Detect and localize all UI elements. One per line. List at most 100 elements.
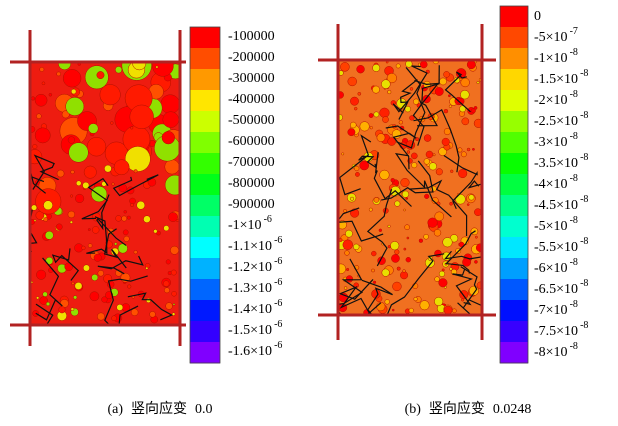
- crack: [339, 207, 384, 242]
- colorbar-band: [190, 321, 220, 343]
- particle: [170, 245, 179, 255]
- particle: [461, 117, 470, 126]
- particle: [67, 210, 76, 219]
- particle: [339, 238, 343, 242]
- crack: [396, 67, 426, 149]
- colorbar-label: -400000: [228, 92, 275, 107]
- particle: [75, 180, 82, 187]
- particle: [41, 81, 46, 86]
- particle: [143, 215, 151, 223]
- crack: [96, 194, 127, 246]
- label-base: -8×10: [534, 345, 568, 360]
- particle: [91, 226, 100, 234]
- particle: [87, 228, 91, 232]
- particle: [122, 229, 129, 236]
- label-exponent: -8: [570, 131, 578, 142]
- particle: [460, 77, 470, 88]
- particle: [168, 212, 178, 222]
- particle: [68, 142, 89, 163]
- crack: [51, 248, 80, 281]
- colorbar-label: -1.2×10 -6: [228, 256, 282, 275]
- particle: [459, 105, 467, 113]
- particle: [82, 264, 90, 272]
- particle: [400, 177, 410, 188]
- particle: [398, 120, 403, 125]
- label-base: -6.5×10: [534, 282, 578, 297]
- colorbar-band: [190, 69, 220, 91]
- particle: [163, 225, 170, 232]
- particle: [33, 219, 37, 222]
- particle: [427, 217, 438, 228]
- particle: [99, 84, 121, 106]
- crack: [445, 230, 476, 274]
- label-exponent: -6: [274, 319, 282, 330]
- particle: [378, 228, 383, 232]
- colorbar-label: -200000: [228, 50, 275, 65]
- particle: [434, 276, 440, 282]
- particle: [71, 281, 75, 286]
- label-exponent: -8: [580, 278, 588, 289]
- particle: [36, 296, 40, 300]
- particle: [56, 71, 61, 77]
- particle: [345, 229, 353, 238]
- colorbar-band: [500, 342, 528, 364]
- label-base: -4.5×10: [534, 198, 578, 213]
- particle: [405, 61, 413, 68]
- particle: [387, 245, 391, 249]
- particle: [162, 280, 170, 287]
- particle: [136, 200, 146, 210]
- particle: [130, 126, 134, 130]
- label-exponent: -6: [264, 214, 272, 225]
- label-exponent: -6: [274, 277, 282, 288]
- particle: [458, 241, 465, 248]
- label-base: -1.1×10: [228, 239, 272, 254]
- colorbar-band: [190, 174, 220, 196]
- colorbar-label: -8×10 -8: [534, 341, 578, 360]
- crack: [361, 279, 393, 314]
- crack: [35, 257, 63, 321]
- colorbar-label: -1.5×10 -6: [228, 319, 282, 338]
- particle: [433, 229, 442, 237]
- crack: [366, 188, 393, 267]
- label-exponent: -8: [580, 320, 588, 331]
- colorbar-label: -900000: [228, 197, 275, 212]
- particle: [405, 197, 408, 200]
- colorbar-band: [500, 279, 528, 301]
- particle: [406, 236, 410, 240]
- particle: [403, 208, 406, 212]
- particle: [373, 197, 380, 203]
- particle: [44, 230, 54, 240]
- particle: [401, 190, 410, 198]
- crack: [97, 255, 144, 275]
- particle: [381, 79, 391, 89]
- particle: [129, 104, 154, 129]
- particle: [91, 274, 99, 281]
- crack: [31, 170, 47, 194]
- particle: [423, 233, 429, 240]
- particle: [350, 121, 357, 129]
- particle: [83, 165, 97, 179]
- particle: [450, 169, 454, 173]
- particle: [74, 282, 83, 290]
- crack: [467, 180, 481, 189]
- particle: [77, 63, 81, 66]
- particle: [113, 159, 130, 176]
- particle: [103, 274, 113, 284]
- particle: [58, 306, 66, 314]
- particle: [149, 311, 156, 318]
- colorbar-band: [190, 237, 220, 259]
- crack: [443, 250, 481, 260]
- particle: [172, 303, 176, 306]
- particle: [369, 126, 373, 130]
- colorbar-label: -500000: [228, 113, 275, 128]
- caption-label: (a): [107, 402, 123, 417]
- crack: [32, 154, 59, 190]
- particle: [89, 291, 100, 302]
- particle: [155, 65, 159, 69]
- particle: [34, 93, 48, 107]
- particle: [343, 286, 348, 290]
- particle: [130, 203, 134, 208]
- particle: [449, 201, 453, 206]
- particle: [111, 182, 115, 186]
- colorbar-label: -7×10 -8: [534, 299, 578, 318]
